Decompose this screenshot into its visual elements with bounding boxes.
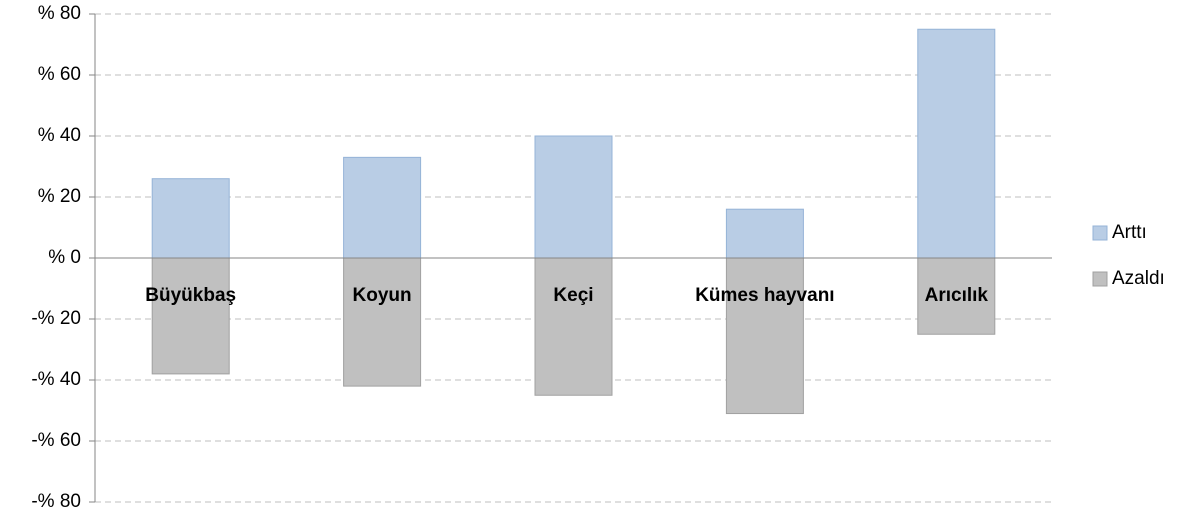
y-tick-label: % 60 (38, 64, 81, 85)
y-tick-label: % 40 (38, 125, 81, 146)
y-tick-label: -% 20 (31, 308, 81, 329)
legend-label: Arttı (1112, 222, 1147, 243)
y-tick-label: % 80 (38, 3, 81, 24)
bar (725, 208, 804, 259)
bar (917, 28, 996, 259)
bar (534, 135, 613, 259)
bar (151, 178, 230, 259)
x-tick-label: Kümes hayvanı (695, 285, 834, 306)
legend-swatch (1092, 271, 1108, 287)
x-tick-label: Koyun (353, 285, 412, 306)
y-tick-label: -% 40 (31, 369, 81, 390)
y-tick-label: % 20 (38, 186, 81, 207)
legend-swatch (1092, 225, 1108, 241)
bar (343, 257, 422, 387)
y-tick-label: -% 60 (31, 430, 81, 451)
bar (151, 257, 230, 375)
x-tick-label: Arıcılık (925, 285, 989, 306)
x-tick-label: Büyükbaş (145, 285, 236, 306)
x-tick-label: Keçi (553, 285, 593, 306)
bar (534, 257, 613, 396)
y-tick-label: -% 80 (31, 491, 81, 512)
bar (343, 156, 422, 259)
bar (725, 257, 804, 415)
y-tick-label: % 0 (48, 247, 81, 268)
legend-label: Azaldı (1112, 268, 1165, 289)
